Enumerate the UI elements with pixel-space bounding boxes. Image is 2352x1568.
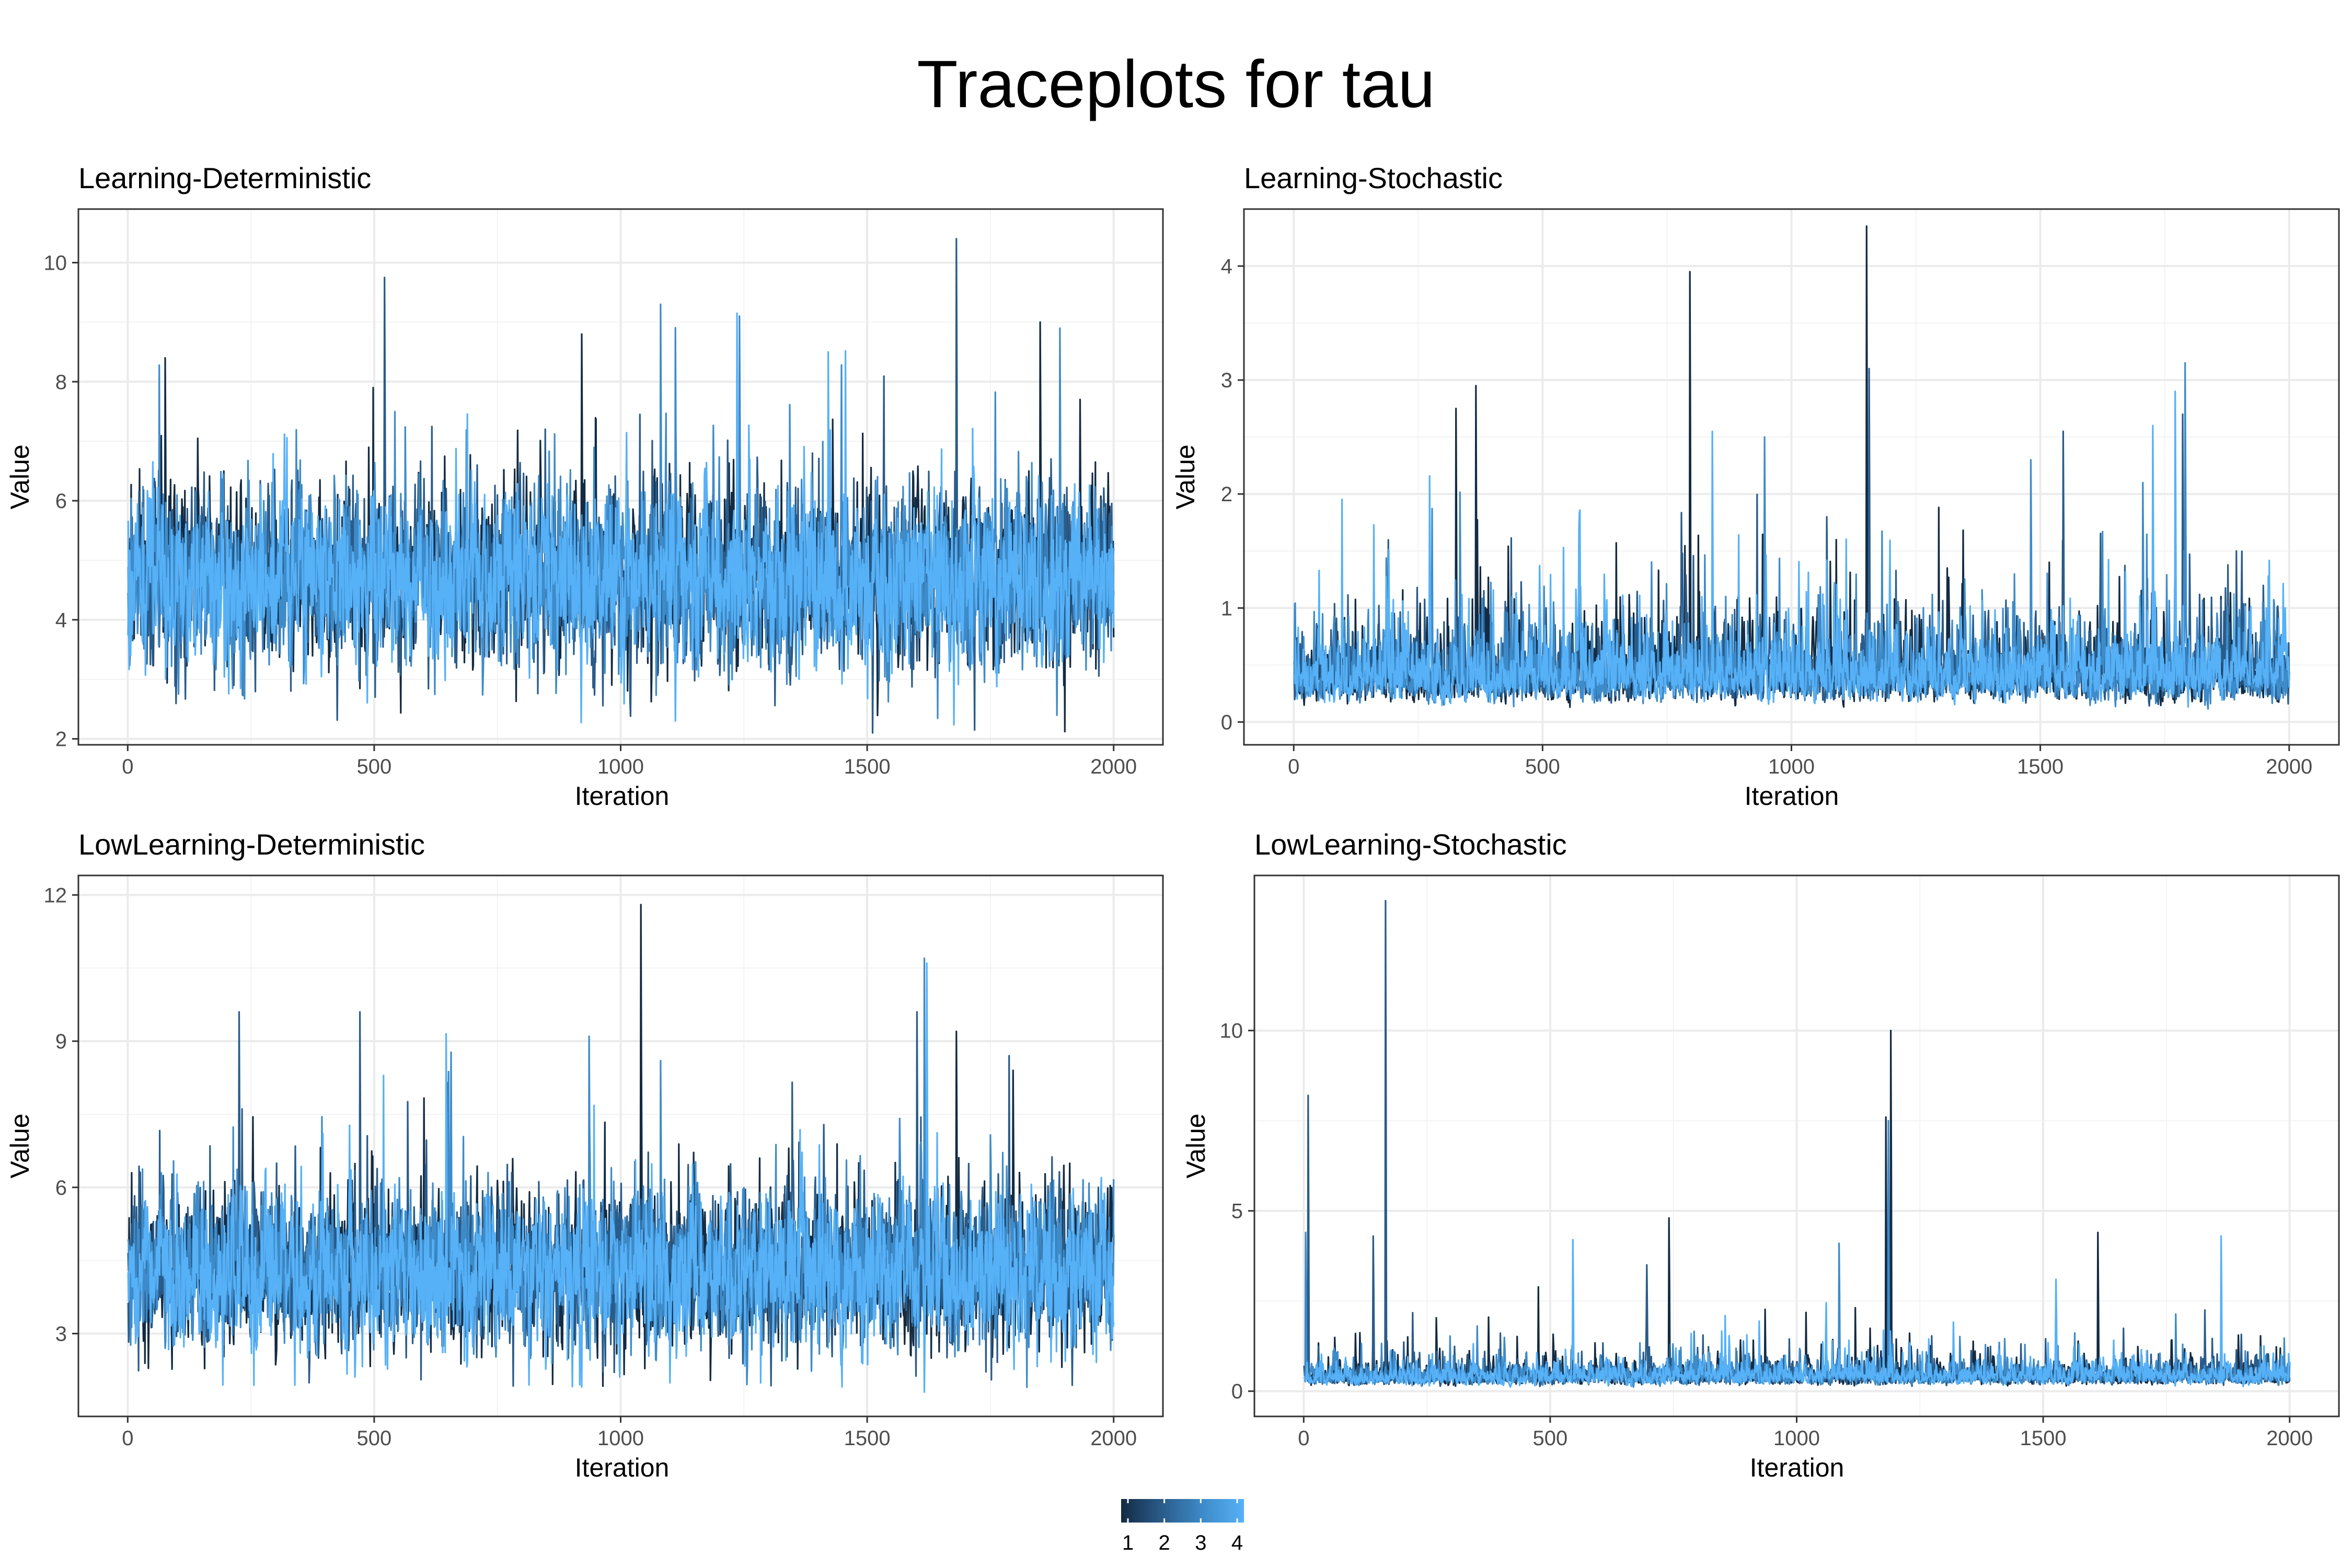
y-axis-title: Value bbox=[5, 1113, 34, 1178]
x-axis-title: Iteration bbox=[1745, 781, 1839, 811]
x-tick-label: 500 bbox=[357, 755, 392, 778]
y-tick-label: 0 bbox=[1221, 711, 1232, 734]
legend-label: 1 bbox=[1122, 1531, 1134, 1554]
y-tick-label: 4 bbox=[1221, 255, 1232, 278]
x-tick-label: 1000 bbox=[597, 755, 644, 778]
panel-title: Learning-Deterministic bbox=[78, 162, 371, 194]
y-tick-label: 0 bbox=[1231, 1380, 1243, 1403]
trace-chain-4 bbox=[1303, 1235, 2291, 1388]
x-axis-title: Iteration bbox=[1750, 1453, 1844, 1482]
panel-3: LowLearning-Deterministic 0 500 1000 1500 200… bbox=[5, 828, 1164, 1482]
y-tick-label: 3 bbox=[55, 1322, 67, 1345]
y-tick-label: 6 bbox=[55, 490, 67, 513]
y-tick-label: 10 bbox=[1220, 1020, 1243, 1043]
panel-title: Learning-Stochastic bbox=[1244, 162, 1503, 194]
y-tick-label: 9 bbox=[55, 1030, 67, 1053]
legend-label: 4 bbox=[1231, 1531, 1243, 1554]
x-tick-label: 1000 bbox=[1773, 1427, 1820, 1450]
y-tick-label: 2 bbox=[1221, 483, 1232, 506]
y-tick-label: 5 bbox=[1231, 1200, 1243, 1223]
x-tick-label: 1500 bbox=[844, 755, 891, 778]
y-tick-label: 4 bbox=[55, 609, 67, 632]
panel-2: Learning-Stochastic 0 500 1000 1500 2000 0 1 2 3 4… bbox=[1171, 162, 2340, 811]
trace-chain-4 bbox=[127, 312, 1115, 726]
x-tick-label: 0 bbox=[1298, 1427, 1309, 1450]
x-tick-label: 1000 bbox=[1768, 755, 1815, 778]
y-tick-label: 2 bbox=[55, 728, 67, 751]
x-axis-title: Iteration bbox=[575, 781, 670, 811]
figure-title: Traceplots for tau bbox=[917, 47, 1435, 122]
x-tick-label: 0 bbox=[1288, 755, 1299, 778]
x-tick-label: 2000 bbox=[1090, 1427, 1137, 1450]
x-tick-label: 0 bbox=[122, 1427, 133, 1450]
x-tick-label: 2000 bbox=[1090, 755, 1137, 778]
x-tick-label: 1500 bbox=[844, 1427, 891, 1450]
y-axis-title: Value bbox=[1181, 1113, 1210, 1178]
panel-4: LowLearning-Stochastic 0 500 1000 1500 2000 0 5… bbox=[1181, 828, 2340, 1482]
y-tick-label: 10 bbox=[44, 252, 67, 275]
chain-legend: 1 2 3 4 bbox=[1121, 1499, 1244, 1554]
trace-chain-4 bbox=[1293, 390, 2290, 708]
y-tick-label: 3 bbox=[1221, 369, 1232, 392]
x-axis-title: Iteration bbox=[575, 1453, 670, 1482]
x-tick-label: 500 bbox=[1533, 1427, 1568, 1450]
x-tick-label: 1500 bbox=[2020, 1427, 2067, 1450]
panel-title: LowLearning-Deterministic bbox=[78, 828, 425, 861]
legend-label: 3 bbox=[1195, 1531, 1206, 1554]
x-tick-label: 2000 bbox=[2266, 1427, 2313, 1450]
y-axis-title: Value bbox=[1171, 444, 1200, 509]
x-tick-label: 500 bbox=[357, 1427, 392, 1450]
legend-label: 2 bbox=[1159, 1531, 1170, 1554]
panel-1: Learning-Deterministic 0 500 1000 1500 2000 2 4… bbox=[5, 162, 1164, 811]
x-tick-label: 500 bbox=[1525, 755, 1560, 778]
panel-title: LowLearning-Stochastic bbox=[1254, 828, 1567, 861]
y-tick-label: 8 bbox=[55, 371, 67, 394]
y-tick-label: 6 bbox=[55, 1177, 67, 1200]
legend-colorbar bbox=[1121, 1499, 1244, 1523]
y-tick-label: 12 bbox=[44, 884, 67, 907]
x-tick-label: 1000 bbox=[597, 1427, 644, 1450]
trace-chain-4 bbox=[127, 962, 1115, 1393]
x-tick-label: 0 bbox=[122, 755, 133, 778]
y-axis-title: Value bbox=[5, 444, 34, 509]
x-tick-label: 2000 bbox=[2266, 755, 2312, 778]
y-tick-label: 1 bbox=[1221, 597, 1232, 620]
x-tick-label: 1500 bbox=[2017, 755, 2063, 778]
